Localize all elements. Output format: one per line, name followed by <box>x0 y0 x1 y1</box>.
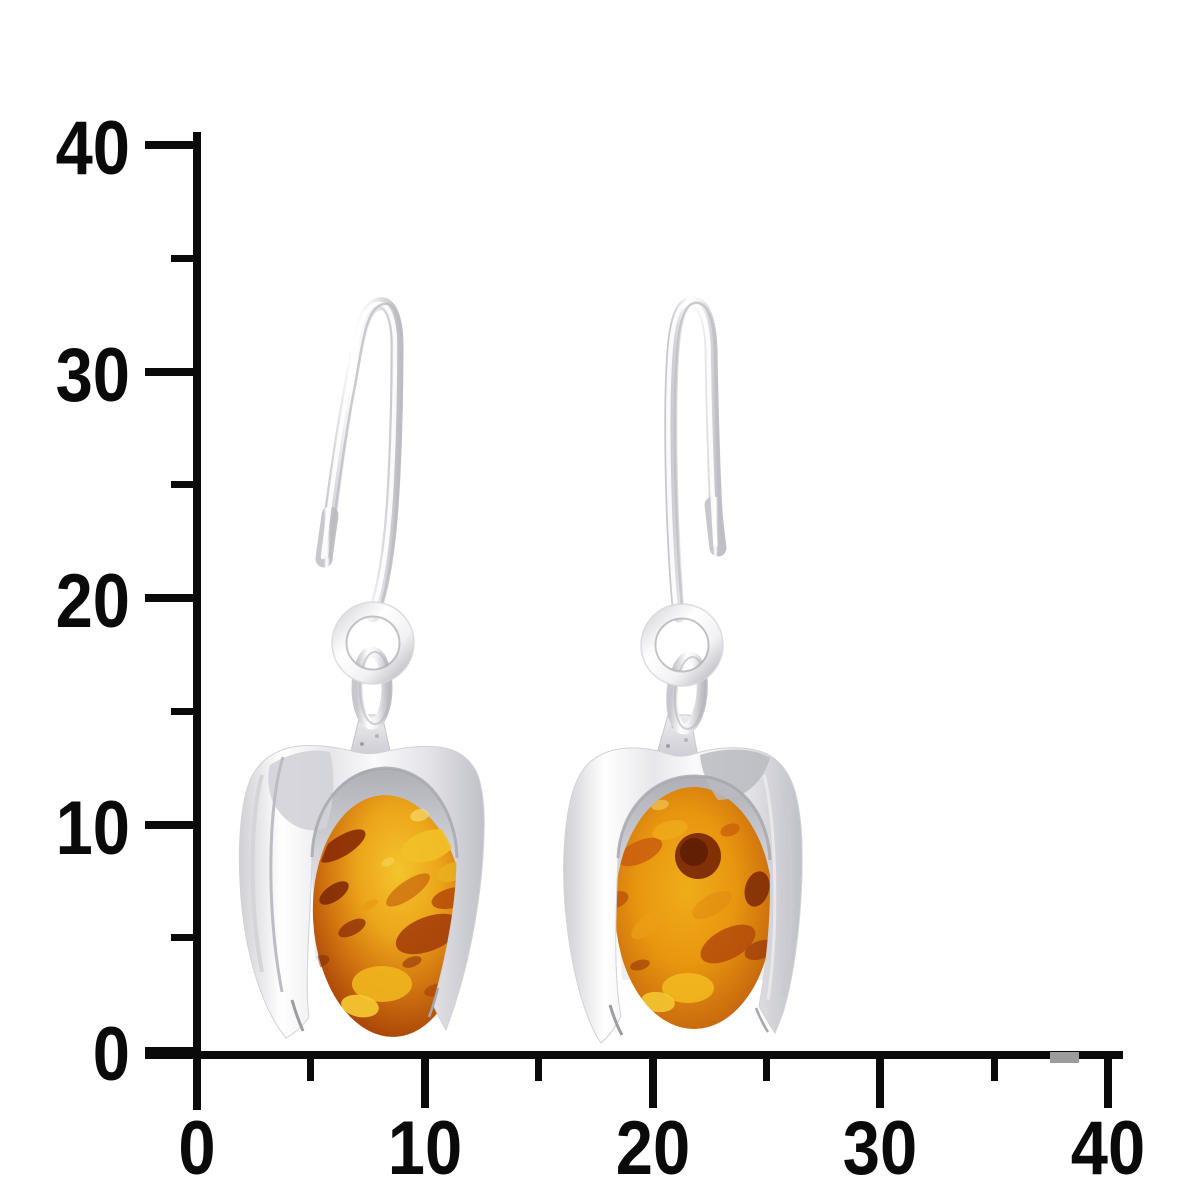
jump-ring <box>331 601 415 685</box>
x-major-tick <box>420 1051 429 1108</box>
connector-link <box>351 646 393 730</box>
y-minor-tick <box>171 934 201 942</box>
stone-setting <box>238 745 485 1039</box>
y-tick-label: 40 <box>55 106 130 191</box>
ear-wire <box>664 296 727 623</box>
y-major-tick <box>145 141 201 149</box>
stone-setting <box>563 747 803 1044</box>
y-minor-tick <box>171 254 201 262</box>
x-tick-label: 20 <box>615 1106 690 1191</box>
y-minor-tick <box>171 481 201 489</box>
left-earring <box>238 297 485 1039</box>
x-minor-tick <box>535 1051 543 1081</box>
y-tick-label: 0 <box>92 1012 130 1097</box>
x-major-tick <box>876 1051 885 1108</box>
amber-stone <box>312 795 466 1037</box>
y-major-tick <box>145 594 201 602</box>
y-tick-label: 10 <box>55 785 130 871</box>
x-tick-label: 10 <box>387 1106 462 1191</box>
y-major-tick <box>145 820 201 829</box>
photo-edge-artifact <box>1050 1052 1079 1063</box>
x-major-tick <box>648 1051 657 1108</box>
x-tick-label: 40 <box>1070 1106 1146 1191</box>
connector-link <box>666 651 708 735</box>
x-major-tick <box>1104 1051 1112 1108</box>
x-major-tick <box>193 1051 201 1108</box>
y-major-tick <box>145 1047 201 1055</box>
ear-wire <box>315 297 404 623</box>
y-tick-label: 30 <box>55 332 130 418</box>
x-minor-tick <box>762 1051 770 1081</box>
x-minor-tick <box>990 1051 998 1081</box>
x-axis-line <box>145 1051 1123 1059</box>
x-tick-label: 0 <box>178 1106 216 1191</box>
x-tick-label: 30 <box>843 1106 918 1191</box>
y-minor-tick <box>171 707 201 715</box>
right-earring <box>563 296 803 1044</box>
y-axis-line <box>193 132 201 1110</box>
y-major-tick <box>145 367 201 376</box>
jump-ring <box>640 603 724 687</box>
y-tick-label: 20 <box>55 559 130 644</box>
x-minor-tick <box>307 1051 315 1081</box>
